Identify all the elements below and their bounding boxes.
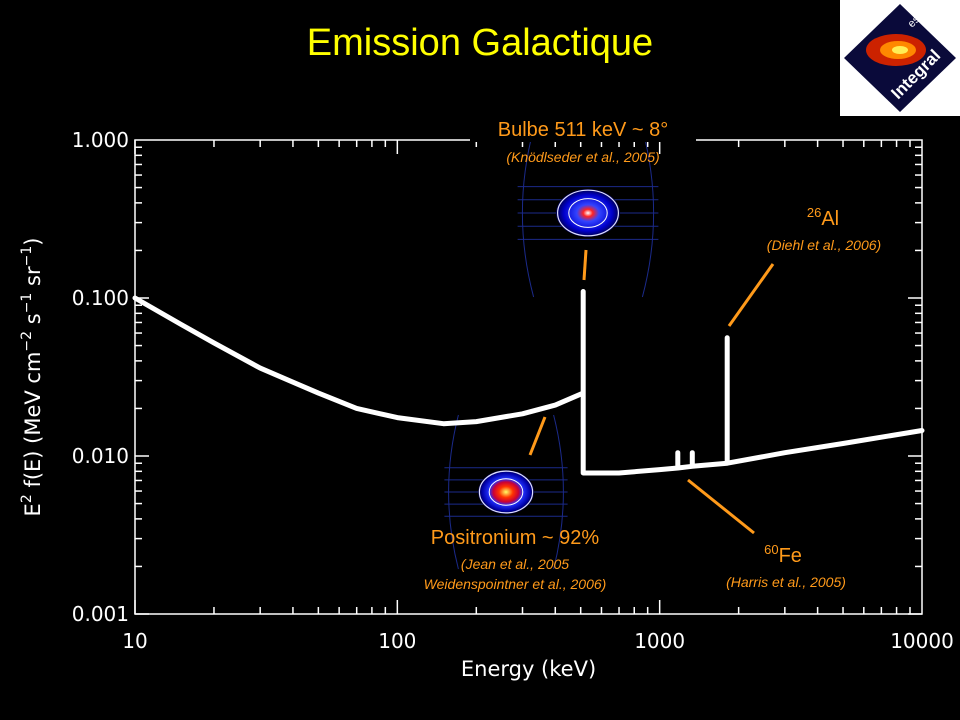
integral-esa-logo: esa Integral <box>840 0 960 116</box>
positronium-leader-line <box>528 416 547 456</box>
y-tick-label: 0.001 <box>72 602 129 626</box>
sky-map-insets <box>444 128 659 570</box>
fe60-leader-line <box>687 478 755 535</box>
positronium-sky-map <box>444 414 568 570</box>
al26-leader-line <box>727 263 775 327</box>
x-tick-label: 100 <box>378 629 416 653</box>
bulge-label-bg <box>470 112 696 142</box>
fe60-label: 60Fe <box>764 542 802 567</box>
spectrum-series <box>132 289 925 476</box>
x-tick-label: 10000 <box>890 629 954 653</box>
bulge-ref: (Knödlseder et al., 2005) <box>506 149 659 165</box>
y-tick-label: 1.000 <box>72 128 129 152</box>
positronium-ref2: Weidenspointner et al., 2006) <box>424 576 607 592</box>
bulge-sky-map <box>517 128 659 298</box>
slide-title: Emission Galactique <box>306 22 654 64</box>
y-tick-label: 0.100 <box>72 286 129 310</box>
y-tick-label: 0.010 <box>72 444 129 468</box>
x-tick-label: 10 <box>122 629 147 653</box>
fe60-ref: (Harris et al., 2005) <box>726 574 846 590</box>
positronium-title: Positronium ~ 92% <box>431 527 600 549</box>
x-axis-title: Energy (keV) <box>461 657 596 681</box>
fe60-sup: 60 <box>764 542 778 557</box>
integral-logo-icon: esa Integral <box>844 4 956 112</box>
annotations: Bulbe 511 keV ~ 8° (Knödlseder et al., 2… <box>424 112 881 592</box>
positronium-ref1: (Jean et al., 2005 <box>461 556 569 572</box>
y-axis-title: E2 f(E) (MeV cm−2 s−1 sr−1) <box>19 238 45 517</box>
al26-ref: (Diehl et al., 2006) <box>767 237 881 253</box>
x-tick-label: 1000 <box>634 629 685 653</box>
bulge-title: Bulbe 511 keV ~ 8° <box>498 119 669 141</box>
spectrum-line-0 <box>132 289 925 476</box>
plot-axes: 10 100 1000 10000 0.001 0.010 0.100 1.000 Energy… <box>19 128 954 681</box>
fe60-name: Fe <box>779 545 802 567</box>
al26-name: Al <box>821 208 839 230</box>
al26-sup: 26 <box>807 205 821 220</box>
al26-label: 26Al <box>807 205 839 230</box>
bulge-leader-line <box>582 249 588 281</box>
